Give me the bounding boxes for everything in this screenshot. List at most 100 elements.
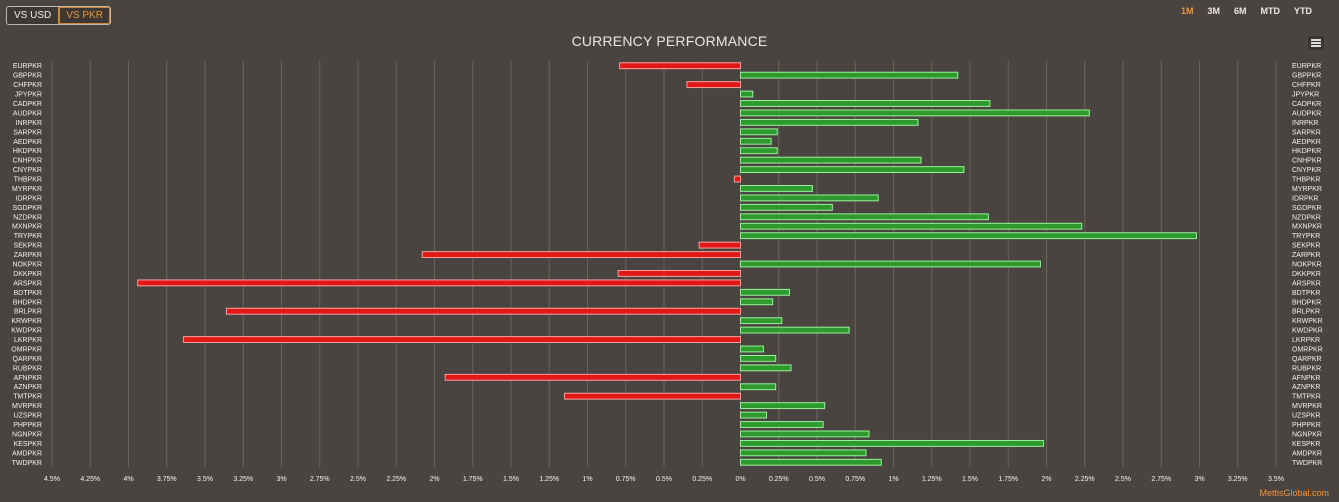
bar-sgdpkr[interactable] (740, 203, 833, 211)
source-credit[interactable]: MettisGlobal.com (1259, 488, 1329, 498)
bar-trypkr[interactable] (740, 232, 1197, 240)
category-label-right: KRWPKR (1292, 318, 1323, 325)
bar-kwdpkr[interactable] (740, 326, 850, 334)
range-mtd-button[interactable]: MTD (1260, 6, 1281, 16)
bar-rubpkr[interactable] (740, 364, 792, 372)
category-label-left: NGNPKR (12, 431, 42, 438)
category-label-left: CHFPKR (13, 82, 42, 89)
range-ytd-button[interactable]: YTD (1294, 6, 1312, 16)
bar-gbppkr[interactable] (740, 71, 959, 79)
category-label-left: IDRPKR (16, 195, 42, 202)
category-label-right: IDRPKR (1292, 195, 1318, 202)
bar-mxnpkr[interactable] (740, 222, 1083, 230)
bar-kespkr[interactable] (740, 439, 1044, 447)
bar-sekpkr[interactable] (698, 241, 742, 249)
category-label-right: CHFPKR (1292, 82, 1321, 89)
bar-jpypkr[interactable] (740, 90, 754, 98)
bar-aedpkr[interactable] (740, 137, 772, 145)
hamburger-menu-icon[interactable] (1308, 36, 1324, 50)
category-label-left: KRWPKR (11, 318, 42, 325)
category-label-left: UZSPKR (14, 413, 42, 420)
bar-mvrpkr[interactable] (740, 402, 826, 410)
bar-cadpkr[interactable] (740, 100, 991, 107)
category-label-right: ZARPKR (1292, 252, 1320, 259)
vs-pkr-toggle[interactable]: VS PKR (58, 7, 110, 24)
bar-idrpkr[interactable] (740, 194, 879, 202)
category-label-right: RUBPKR (1292, 365, 1321, 372)
x-tick-label: 3.25% (1228, 476, 1248, 483)
category-label-left: NOKPKR (12, 262, 42, 269)
chart-title: CURRENCY PERFORMANCE (571, 33, 768, 49)
bar-sarpkr[interactable] (740, 128, 778, 136)
bar-twdpkr[interactable] (740, 458, 882, 466)
category-label-right: CADPKR (1292, 101, 1321, 108)
x-tick-label: 0.75% (845, 476, 865, 483)
bar-bhdpkr[interactable] (740, 298, 774, 306)
bar-inrpkr[interactable] (740, 118, 919, 126)
category-label-right: DKKPKR (1292, 271, 1321, 278)
bar-ngnpkr[interactable] (740, 430, 870, 438)
x-tick-label: 0.5% (809, 476, 825, 483)
bar-dkkpkr[interactable] (617, 270, 741, 277)
category-labels: EURPKR EURPKR GBPPKR GBPPKR CHFPKR CHFPKR JPYP… (11, 63, 1322, 467)
category-label-right: HKDPKR (1292, 148, 1321, 155)
category-label-left: INRPKR (16, 120, 42, 127)
bar-tmtpkr[interactable] (564, 392, 741, 400)
category-label-right: MVRPKR (1292, 403, 1322, 410)
category-label-right: TMTPKR (1292, 394, 1321, 401)
category-label-right: AZNPKR (1292, 384, 1320, 391)
bar-myrpkr[interactable] (740, 185, 813, 192)
bar-arspkr[interactable] (137, 279, 741, 287)
bar-qarpkr[interactable] (740, 354, 777, 362)
bar-omrpkr[interactable] (740, 345, 764, 353)
bar-bdtpkr[interactable] (740, 288, 790, 296)
bar-afnpkr[interactable] (444, 373, 741, 381)
bars (137, 62, 1197, 466)
category-label-left: NZDPKR (13, 214, 42, 221)
x-tick-label: 3% (1194, 476, 1204, 483)
bar-cnypkr[interactable] (740, 166, 965, 174)
range-6m-button[interactable]: 6M (1233, 6, 1247, 16)
x-tick-label: 2.5% (1115, 476, 1131, 483)
bar-thbpkr[interactable] (733, 175, 742, 183)
bar-lkrpkr[interactable] (183, 336, 741, 343)
category-label-right: QARPKR (1292, 356, 1322, 363)
category-label-left: BHDPKR (13, 299, 42, 306)
category-label-right: NZDPKR (1292, 214, 1321, 221)
category-label-right: EURPKR (1292, 63, 1321, 70)
category-label-right: AMDPKR (1292, 450, 1322, 457)
category-label-right: AEDPKR (1292, 139, 1321, 146)
x-tick-label: 2.25% (1075, 476, 1095, 483)
vs-usd-toggle[interactable]: VS USD (14, 10, 52, 21)
bar-phppkr[interactable] (740, 421, 824, 428)
x-tick-label: 2.75% (310, 476, 330, 483)
bar-amdpkr[interactable] (740, 449, 867, 457)
bar-nzdpkr[interactable] (740, 213, 989, 221)
bar-zarpkr[interactable] (421, 251, 741, 258)
range-1m-button[interactable]: 1M (1180, 6, 1194, 16)
bar-audpkr[interactable] (740, 109, 1090, 117)
x-tick-label: 2.25% (386, 476, 406, 483)
bar-brlpkr[interactable] (225, 307, 742, 315)
category-label-left: SARPKR (13, 129, 42, 136)
category-label-right: AUDPKR (1292, 110, 1321, 117)
category-label-right: TWDPKR (1292, 460, 1322, 467)
category-label-right: CNYPKR (1292, 167, 1321, 174)
category-label-right: KWDPKR (1292, 328, 1323, 335)
x-tick-label: 1.75% (463, 476, 483, 483)
bar-hkdpkr[interactable] (740, 147, 778, 155)
category-label-right: AFNPKR (1292, 375, 1320, 382)
bar-aznpkr[interactable] (740, 383, 777, 391)
x-tick-label: 4% (123, 476, 133, 483)
bar-cnhpkr[interactable] (740, 156, 922, 164)
category-label-left: BDTPKR (14, 290, 42, 297)
bar-krwpkr[interactable] (740, 317, 783, 325)
bar-uzspkr[interactable] (740, 411, 768, 419)
bar-eurpkr[interactable] (619, 62, 742, 70)
range-3m-button[interactable]: 3M (1207, 6, 1220, 16)
category-label-left: RUBPKR (13, 365, 42, 372)
bar-nokpkr[interactable] (740, 260, 1041, 268)
bar-chfpkr[interactable] (686, 81, 742, 89)
x-tick-label: 1% (888, 476, 898, 483)
